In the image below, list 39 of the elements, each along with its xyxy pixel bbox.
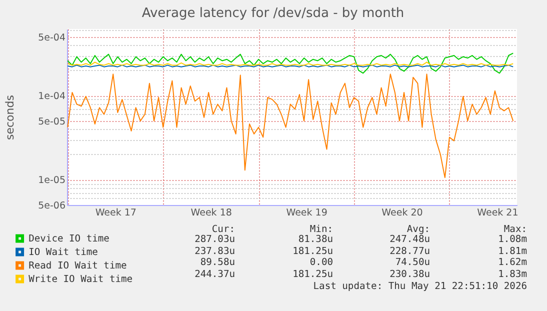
x-tick-label: Week 21 [477,208,518,218]
y-tick-label: 5e-06 [38,200,66,212]
legend-label: Device IO time [28,234,110,244]
legend-label: IO Wait time [28,247,98,258]
line-series [67,52,514,74]
text: 1.62m [498,257,527,269]
x-tick-label: Week 17 [95,208,136,218]
legend-label: Read IO Wait time [28,260,128,272]
text: 244.37u [194,268,235,280]
text: 237.83u [194,246,235,258]
text: 230.38u [390,268,430,280]
y-tick-label: 1e-05 [38,175,66,186]
text: Cur: [212,224,235,235]
chart-title: Average latency for /dev/sda - by month [142,6,404,22]
text: 181.25u [292,246,333,258]
text: 287.03u [194,234,235,246]
text: 0.00 [310,257,333,269]
x-tick-label: Week 18 [190,208,232,218]
text: 181.25u [292,268,333,280]
text: 81.38u [298,234,333,246]
text: Min: [310,224,333,235]
text: 1.83m [498,268,527,280]
x-tick-label: Week 20 [382,208,423,218]
text: 1.81m [498,246,527,258]
y-tick-label: 1e-04 [38,91,66,102]
text: 89.58u [200,257,235,269]
text: Avg: [406,224,430,235]
y-tick-label: 5e-05 [38,116,66,128]
text: Last update: Thu May 21 22:51:10 2026 [313,281,527,293]
legend-label: Write IO Wait time [28,274,133,285]
text: 1.08m [498,234,527,246]
text: Max: [504,224,527,235]
y-tick-label: 5e-04 [38,32,66,44]
x-tick-label: Week 19 [286,208,328,218]
text: 74.50u [395,257,430,269]
text: 247.48u [390,234,430,246]
text: 228.77u [390,246,430,258]
line-series [67,74,514,178]
y-axis-title: seconds [4,94,16,140]
